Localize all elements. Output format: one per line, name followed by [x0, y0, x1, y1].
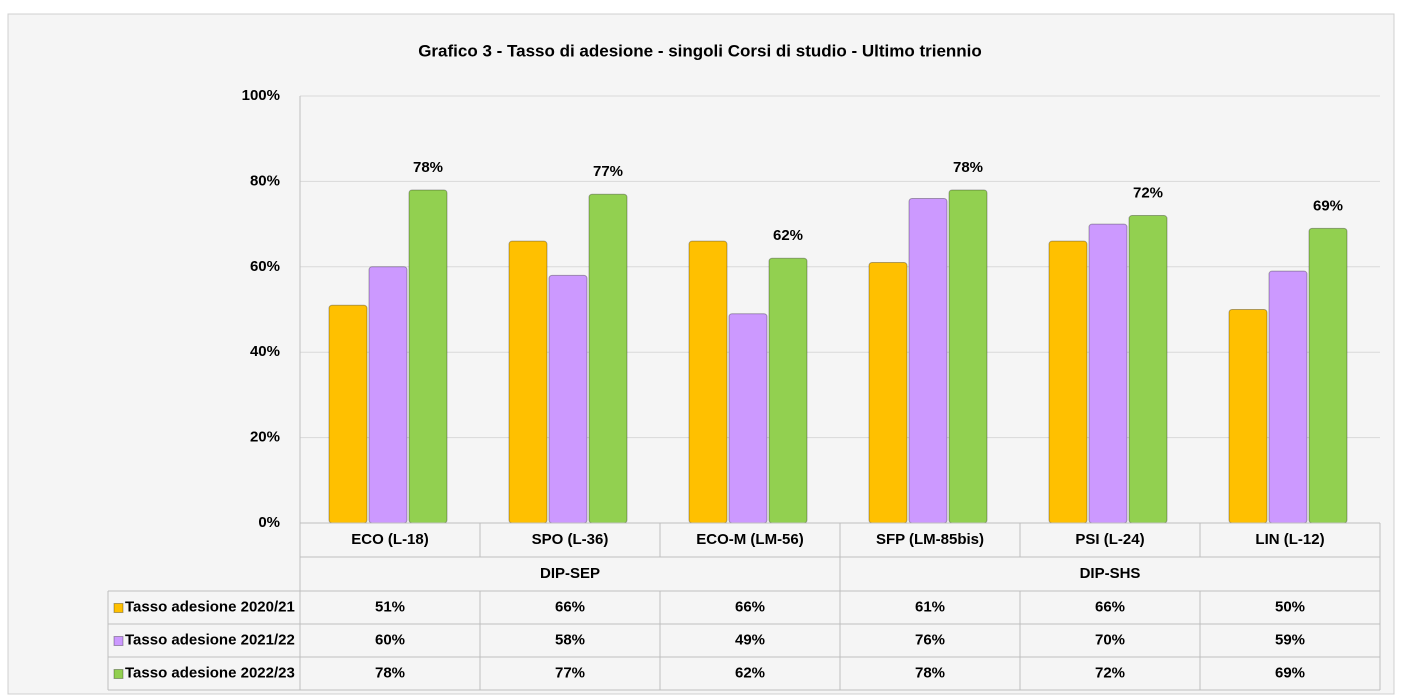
legend-swatch [113, 603, 124, 613]
bar [328, 304, 368, 524]
data-label: 72% [1133, 185, 1163, 202]
y-tick-label: 0% [258, 514, 280, 531]
bar [908, 197, 948, 524]
data-label: 62% [773, 227, 803, 244]
bar [768, 257, 808, 524]
table-value: 70% [1095, 631, 1125, 648]
bar [948, 189, 988, 524]
y-tick-label: 40% [250, 343, 280, 360]
x-tick-label: PSI (L-24) [1075, 531, 1144, 548]
chart-title: Grafico 3 - Tasso di adesione - singoli … [418, 41, 982, 60]
legend-label: Tasso adesione 2022/23 [125, 664, 295, 681]
x-tick-label: ECO-M (LM-56) [696, 531, 804, 548]
bar [1088, 223, 1128, 524]
table-value: 77% [555, 664, 585, 681]
data-label: 69% [1313, 197, 1343, 214]
bar [1268, 270, 1308, 524]
legend-label: Tasso adesione 2021/22 [125, 631, 295, 648]
table-value: 60% [375, 631, 405, 648]
group-label: DIP-SHS [1080, 565, 1141, 582]
table-value: 72% [1095, 664, 1125, 681]
table-value: 58% [555, 631, 585, 648]
data-label: 78% [953, 159, 983, 176]
bar [1308, 227, 1348, 524]
table-value: 66% [735, 598, 765, 615]
bar [1048, 240, 1088, 524]
x-tick-label: LIN (L-12) [1255, 531, 1324, 548]
bar [408, 189, 448, 524]
table-value: 51% [375, 598, 405, 615]
bar [508, 240, 548, 524]
y-tick-label: 100% [242, 87, 280, 104]
table-value: 59% [1275, 631, 1305, 648]
table-value: 50% [1275, 598, 1305, 615]
legend-swatch [113, 669, 124, 679]
bar [1128, 215, 1168, 524]
x-tick-label: ECO (L-18) [351, 531, 429, 548]
table-value: 49% [735, 631, 765, 648]
group-label: DIP-SEP [540, 565, 600, 582]
x-tick-label: SFP (LM-85bis) [876, 531, 984, 548]
table-value: 69% [1275, 664, 1305, 681]
table-value: 62% [735, 664, 765, 681]
y-tick-label: 60% [250, 258, 280, 275]
bar [688, 240, 728, 524]
y-tick-label: 80% [250, 172, 280, 189]
y-tick-label: 20% [250, 429, 280, 446]
table-value: 78% [915, 664, 945, 681]
data-label: 78% [413, 159, 443, 176]
legend-swatch [113, 636, 124, 646]
x-tick-label: SPO (L-36) [532, 531, 609, 548]
legend-label: Tasso adesione 2020/21 [125, 598, 295, 615]
table-value: 61% [915, 598, 945, 615]
bar [368, 266, 408, 524]
bar [548, 274, 588, 524]
data-label: 77% [593, 163, 623, 180]
bar [728, 313, 768, 524]
table-value: 76% [915, 631, 945, 648]
bar [868, 262, 908, 524]
table-value: 78% [375, 664, 405, 681]
table-value: 66% [1095, 598, 1125, 615]
bar [588, 193, 628, 524]
bar [1228, 309, 1268, 524]
table-value: 66% [555, 598, 585, 615]
